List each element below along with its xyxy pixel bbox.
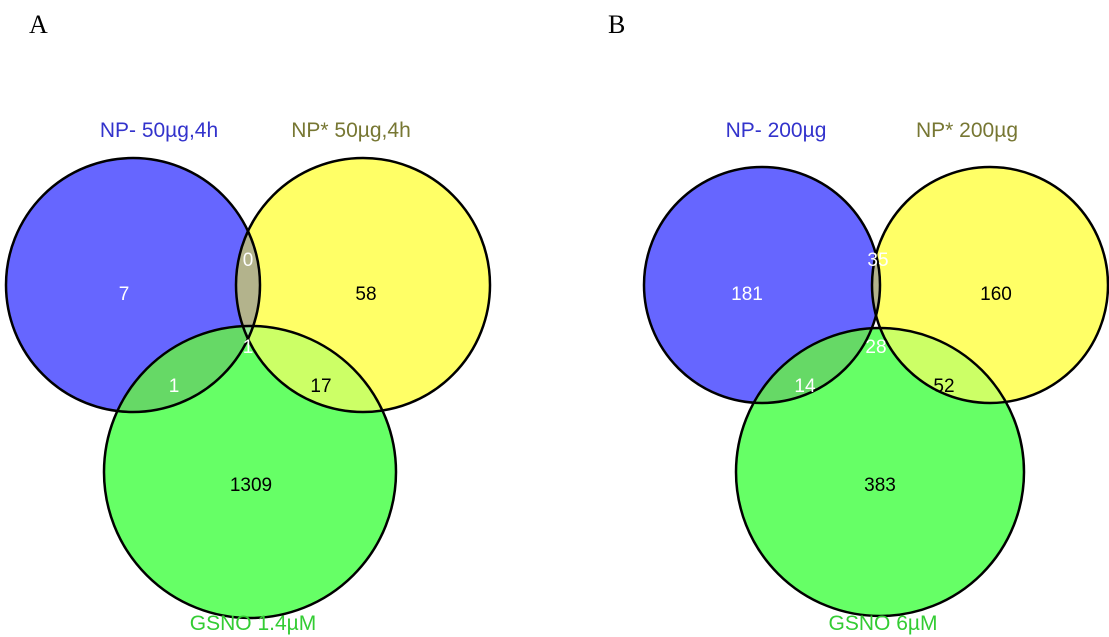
set-label-np-minus: NP- 200µg	[726, 119, 827, 142]
venn-panel-b: NP- 200µg NP* 200µg GSNO 6µM 181 160 383…	[642, 119, 1109, 635]
set-label-np-star: NP* 50µg,4h	[291, 119, 411, 142]
set-label-np-star: NP* 200µg	[916, 119, 1018, 142]
count-np-minus-gsno: 1	[169, 376, 180, 397]
set-gsno-outline	[102, 324, 398, 620]
count-np-minus-np-star: 0	[243, 250, 254, 271]
overlap-np-minus-gsno	[104, 326, 260, 412]
count-gsno-only: 383	[864, 475, 896, 496]
set-np-minus-outline	[4, 156, 262, 414]
set-np-minus-outline	[642, 165, 882, 405]
set-gsno-outline	[734, 326, 1026, 618]
panel-a-letter: A	[29, 10, 48, 39]
set-label-gsno: GSNO 6µM	[829, 612, 938, 635]
count-np-star-gsno: 17	[310, 376, 331, 397]
count-np-star-only: 160	[980, 284, 1012, 305]
count-np-minus-np-star: 35	[867, 250, 888, 271]
count-np-star-gsno: 52	[933, 376, 954, 397]
count-all-three: 28	[865, 337, 886, 358]
set-np-star-outline	[234, 156, 492, 414]
panel-b-letter: B	[608, 10, 626, 39]
set-gsno-circle	[736, 328, 1024, 616]
overlap-np-star-gsno	[236, 326, 396, 412]
venn-panel-a: NP- 50µg,4h NP* 50µg,4h GSNO 1.4µM 7 58 …	[4, 119, 492, 635]
set-np-star-outline	[870, 165, 1109, 405]
count-all-three: 1	[243, 337, 254, 358]
set-label-np-minus: NP- 50µg,4h	[100, 119, 218, 142]
count-np-star-only: 58	[355, 284, 376, 305]
count-np-minus-gsno: 14	[794, 376, 816, 397]
count-gsno-only: 1309	[230, 475, 272, 496]
set-label-gsno: GSNO 1.4µM	[190, 612, 316, 635]
count-np-minus-only: 7	[119, 284, 130, 305]
count-np-minus-only: 181	[731, 284, 763, 305]
